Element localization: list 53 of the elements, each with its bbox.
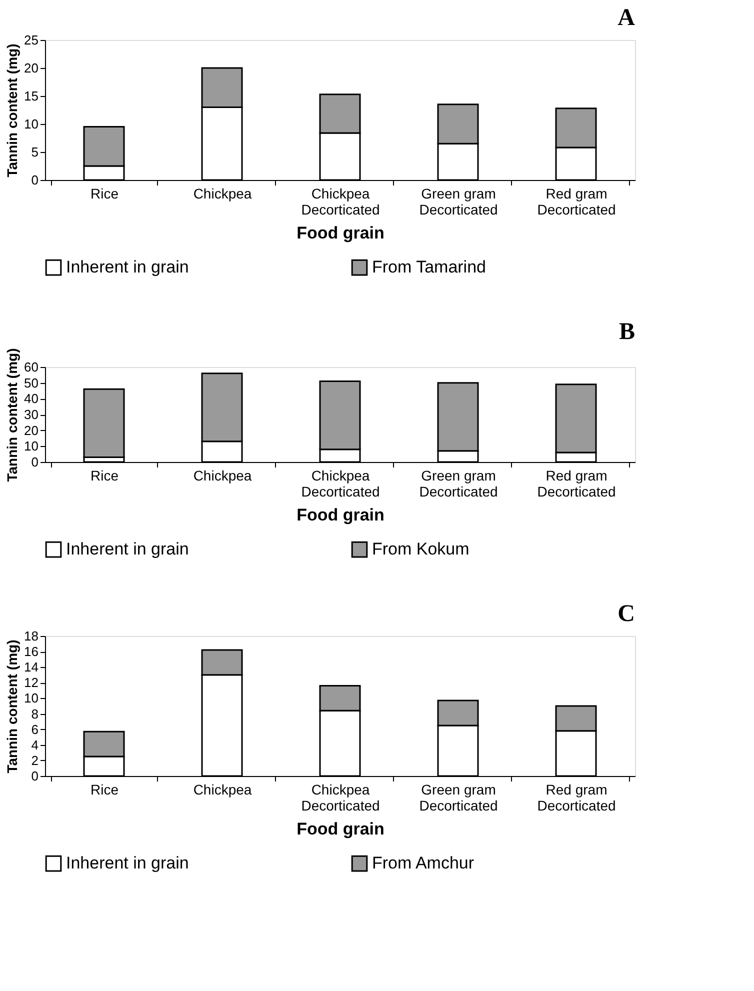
y-tick-label: 40 [24,391,38,406]
x-tick-label: Chickpea [193,468,252,484]
y-tick-label: 20 [24,60,38,76]
legend-label: From Amchur [372,854,474,873]
y-axis-title: Tannin content (mg) [4,640,20,774]
x-tick-label: Green gram Decorticated [419,782,498,814]
y-tick-label: 10 [24,116,38,132]
x-tick-label: Chickpea Decorticated [301,468,380,500]
x-tick-label: Red gram Decorticated [537,468,616,500]
y-tick-label: 30 [24,407,38,422]
x-tick-label: Rice [90,468,119,484]
x-tick-label: Green gram Decorticated [419,468,498,500]
y-tick-label: 16 [24,644,38,660]
y-tick-label: 10 [24,690,38,706]
y-tick-label: 14 [24,660,38,675]
y-tick-label: 2 [31,752,38,768]
x-tick-label: Chickpea [193,782,252,798]
y-tick-label: 8 [31,706,38,722]
legend-label: Inherent in grain [66,854,189,873]
chart-title: C [618,601,635,627]
y-tick-label: 0 [31,454,38,470]
y-tick-label: 50 [24,375,38,390]
x-tick-label: Red gram Decorticated [537,186,616,218]
y-tick-label: 12 [24,675,38,690]
x-tick-label: Chickpea [193,186,252,202]
chart-title: B [618,318,635,345]
y-tick-label: 15 [24,88,38,104]
x-axis-title: Food grain [296,224,384,242]
chart-title: A [618,5,636,31]
legend-label: From Kokum [372,540,470,559]
legend-label: Inherent in grain [66,258,189,277]
y-tick-label: 0 [31,172,38,188]
y-tick-label: 18 [24,628,38,644]
y-tick-label: 60 [24,360,38,374]
y-tick-label: 20 [24,422,38,438]
y-tick-label: 25 [24,32,38,48]
legend-label: Inherent in grain [66,540,189,559]
y-tick-label: 0 [31,768,38,784]
y-tick-label: 6 [31,722,38,737]
x-axis-title: Food grain [296,820,384,838]
y-axis-title: Tannin content (mg) [4,44,20,178]
y-tick-label: 10 [24,438,38,454]
x-tick-label: Green gram Decorticated [419,186,498,218]
x-tick-label: Chickpea Decorticated [301,782,380,814]
y-tick-label: 4 [31,737,38,752]
x-tick-label: Rice [90,782,119,798]
x-tick-label: Chickpea Decorticated [301,186,380,218]
x-tick-label: Rice [90,186,119,202]
x-tick-label: Red gram Decorticated [537,782,616,814]
legend-label: From Tamarind [372,258,486,277]
y-axis-title: Tannin content (mg) [4,348,20,482]
x-axis-title: Food grain [296,506,384,524]
y-tick-label: 5 [31,144,38,160]
